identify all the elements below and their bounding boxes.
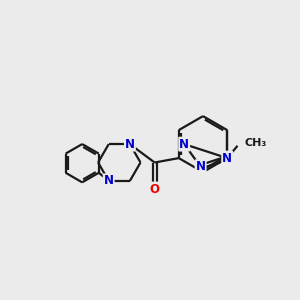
Text: N: N	[104, 174, 114, 188]
Text: N: N	[222, 152, 232, 165]
Text: O: O	[150, 182, 160, 196]
Text: CH₃: CH₃	[245, 138, 267, 148]
Text: N: N	[125, 138, 135, 151]
Text: N: N	[179, 138, 189, 151]
Text: N: N	[196, 160, 206, 173]
